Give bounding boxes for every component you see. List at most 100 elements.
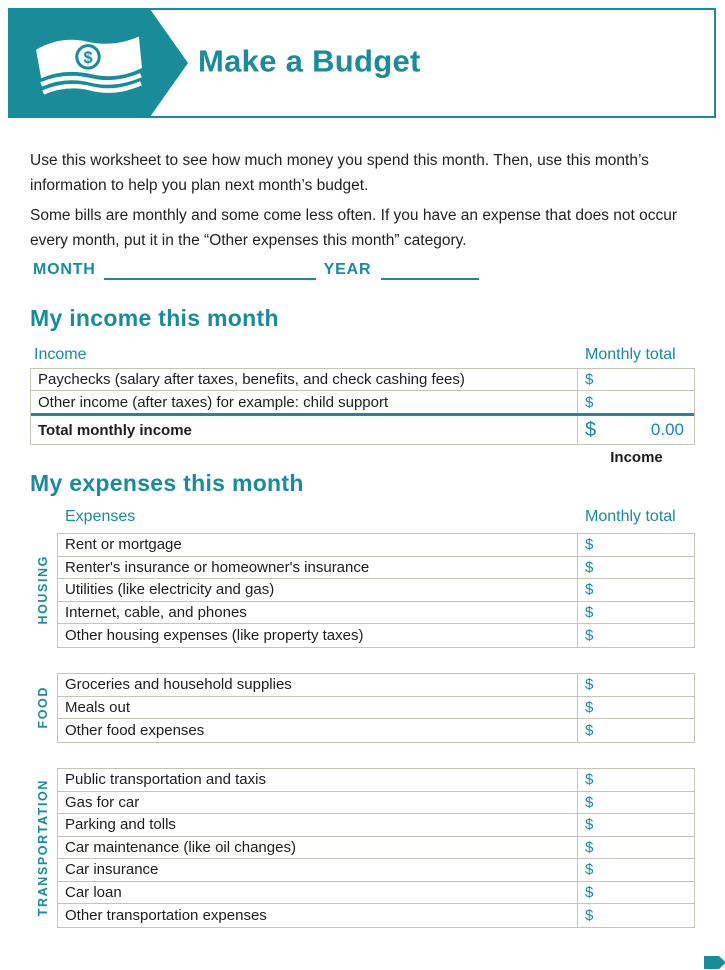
expense-row-label: Other food expenses — [65, 721, 205, 739]
expense-row-label: Other housing expenses (like property ta… — [65, 626, 364, 644]
expense-amount-cell[interactable]: $ — [577, 534, 694, 556]
expense-row: Parking and tolls $ — [58, 814, 694, 837]
total-divider-line — [31, 413, 694, 416]
expense-row-label: Public transportation and taxis — [65, 771, 266, 789]
expense-row-label: Parking and tolls — [65, 816, 176, 834]
expense-row: Car loan $ — [58, 881, 694, 904]
dollar-sign: $ — [585, 536, 594, 554]
expense-row: Internet, cable, and phones $ — [58, 601, 694, 624]
page-continue-arrow-icon — [704, 956, 725, 969]
income-row-other-income: Other income (after taxes) for example: … — [31, 391, 694, 413]
income-total-amount-cell: $ 0.00 — [577, 416, 694, 444]
dollar-sign: $ — [585, 676, 594, 694]
expenses-column-header: Expenses — [65, 508, 136, 525]
transportation-category-label: TRANSPORTATION — [36, 779, 50, 917]
expense-row-label: Meals out — [65, 698, 131, 716]
dollar-sign: $ — [585, 793, 594, 811]
expense-row: Meals out $ — [58, 696, 694, 719]
expense-row-label: Gas for car — [65, 793, 140, 811]
expense-row-label: Car maintenance (like oil changes) — [65, 838, 296, 856]
month-input-line[interactable] — [103, 262, 316, 280]
dollar-sign: $ — [585, 626, 594, 644]
transportation-table: Public transportation and taxis $ Gas fo… — [57, 768, 695, 928]
dollar-sign: $ — [585, 418, 597, 441]
expense-row: Utilities (like electricity and gas) $ — [58, 579, 694, 602]
expense-amount-cell[interactable]: $ — [577, 769, 694, 791]
dollar-sign: $ — [585, 771, 594, 789]
expense-row-label: Rent or mortgage — [65, 536, 182, 554]
expense-row: Public transportation and taxis $ — [58, 769, 694, 792]
housing-table: Rent or mortgage $ Renter's insurance or… — [57, 533, 695, 648]
dollar-sign: $ — [585, 393, 594, 411]
banner-arrow-shape: $ — [10, 10, 188, 116]
income-amount-cell-other[interactable]: $ — [577, 391, 694, 413]
expense-amount-cell[interactable]: $ — [577, 556, 694, 578]
year-input-line[interactable] — [381, 262, 480, 280]
expense-row: Renter's insurance or homeowner's insura… — [58, 556, 694, 579]
expenses-table-header: Expenses Monthly total — [57, 508, 695, 526]
expense-row-label: Car loan — [65, 883, 122, 901]
dollar-sign: $ — [585, 816, 594, 834]
expense-group-transportation: TRANSPORTATION Public transportation and… — [30, 768, 695, 928]
expense-group-housing: HOUSING Rent or mortgage $ Renter's insu… — [30, 533, 695, 648]
income-table: Paychecks (salary after taxes, benefits,… — [30, 368, 695, 445]
income-total-row: Total monthly income $ 0.00 — [31, 416, 694, 444]
food-category-label: FOOD — [36, 686, 50, 729]
income-row-paychecks: Paychecks (salary after taxes, benefits,… — [31, 369, 694, 391]
income-section-heading: My income this month — [30, 305, 279, 331]
expense-amount-cell[interactable]: $ — [577, 579, 694, 601]
income-amount-cell-paychecks[interactable]: $ — [577, 369, 694, 390]
expense-row: Groceries and household supplies $ — [58, 674, 694, 697]
expense-group-food: FOOD Groceries and household supplies $ … — [30, 673, 695, 743]
dollar-sign: $ — [585, 906, 594, 924]
income-row-label: Paychecks (salary after taxes, benefits,… — [38, 371, 465, 388]
intro-paragraph-1: Use this worksheet to see how much money… — [30, 152, 649, 194]
dollar-sign: $ — [585, 838, 594, 856]
income-total-value: 0.00 — [650, 420, 684, 439]
income-row-label: Other income (after taxes) for example: … — [38, 393, 389, 411]
dollar-sign: $ — [585, 581, 594, 599]
year-label: YEAR — [323, 261, 372, 278]
month-year-row: MONTH YEAR — [33, 261, 480, 280]
dollar-sign: $ — [585, 883, 594, 901]
dollar-sign: $ — [585, 558, 594, 576]
page-title: Make a Budget — [198, 43, 421, 79]
expense-row-label: Renter's insurance or homeowner's insura… — [65, 558, 370, 576]
expense-amount-cell[interactable]: $ — [577, 674, 694, 696]
housing-category-label: HOUSING — [36, 555, 50, 626]
income-monthly-total-header: Monthly total — [585, 346, 676, 363]
expenses-section-heading: My expenses this month — [30, 470, 304, 496]
expense-amount-cell[interactable]: $ — [577, 696, 694, 718]
svg-text:$: $ — [83, 49, 92, 67]
intro-paragraph-2: Some bills are monthly and some come les… — [30, 207, 678, 249]
dollar-sign: $ — [585, 371, 594, 388]
expense-amount-cell[interactable]: $ — [577, 624, 694, 647]
dollar-sign: $ — [585, 698, 594, 716]
expense-amount-cell[interactable]: $ — [577, 791, 694, 813]
expense-amount-cell[interactable]: $ — [577, 904, 694, 927]
expense-row: Car insurance $ — [58, 859, 694, 882]
expenses-monthly-total-header: Monthly total — [585, 508, 676, 525]
header-banner: $ Make a Budget — [8, 8, 716, 118]
dollar-sign: $ — [585, 861, 594, 879]
money-bill-icon: $ — [36, 36, 142, 95]
expense-row-label: Groceries and household supplies — [65, 676, 292, 694]
expense-amount-cell[interactable]: $ — [577, 859, 694, 881]
dollar-sign: $ — [585, 603, 594, 621]
expense-row: Rent or mortgage $ — [58, 534, 694, 557]
income-table-header: Income Monthly total — [30, 346, 695, 364]
expense-amount-cell[interactable]: $ — [577, 881, 694, 903]
expense-amount-cell[interactable]: $ — [577, 836, 694, 858]
expense-row: Car maintenance (like oil changes) $ — [58, 836, 694, 859]
food-table: Groceries and household supplies $ Meals… — [57, 673, 695, 743]
expense-row: Gas for car $ — [58, 791, 694, 814]
expense-row-label: Internet, cable, and phones — [65, 603, 247, 621]
month-label: MONTH — [33, 261, 96, 278]
income-caption: Income — [610, 449, 663, 466]
expense-amount-cell[interactable]: $ — [577, 814, 694, 836]
income-column-header: Income — [34, 346, 87, 363]
expense-amount-cell[interactable]: $ — [577, 601, 694, 623]
expense-amount-cell[interactable]: $ — [577, 719, 694, 742]
expense-row: Other food expenses $ — [58, 719, 694, 742]
